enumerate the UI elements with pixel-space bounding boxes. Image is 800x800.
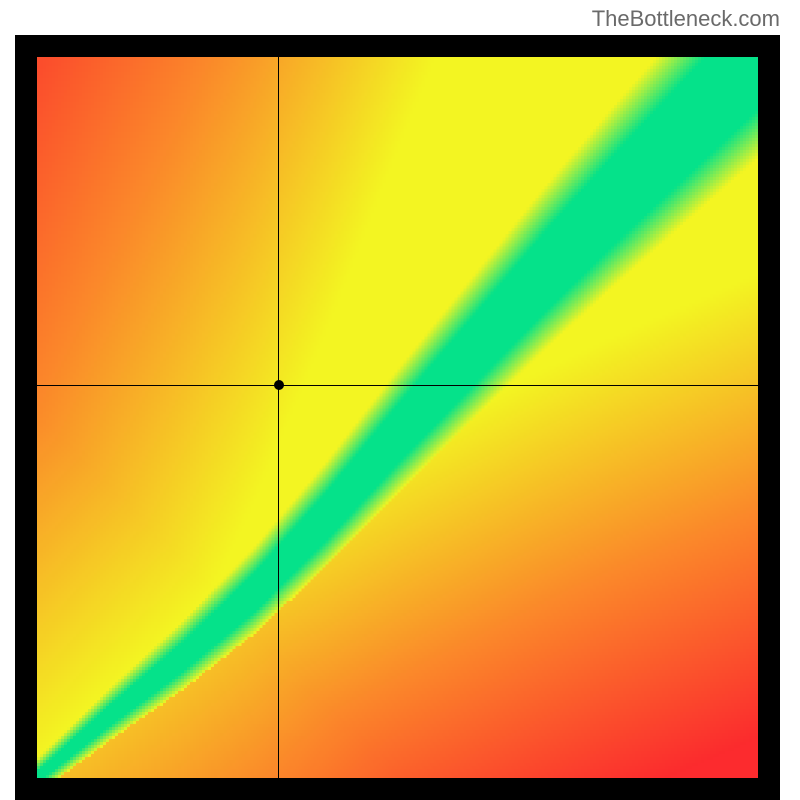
watermark-text: TheBottleneck.com xyxy=(592,6,780,32)
crosshair-marker xyxy=(274,380,284,390)
chart-container: TheBottleneck.com xyxy=(0,0,800,800)
heatmap-canvas xyxy=(37,57,758,778)
plot-frame xyxy=(15,35,780,800)
crosshair-horizontal xyxy=(37,385,758,386)
crosshair-vertical xyxy=(278,57,279,778)
plot-inner xyxy=(37,57,758,778)
